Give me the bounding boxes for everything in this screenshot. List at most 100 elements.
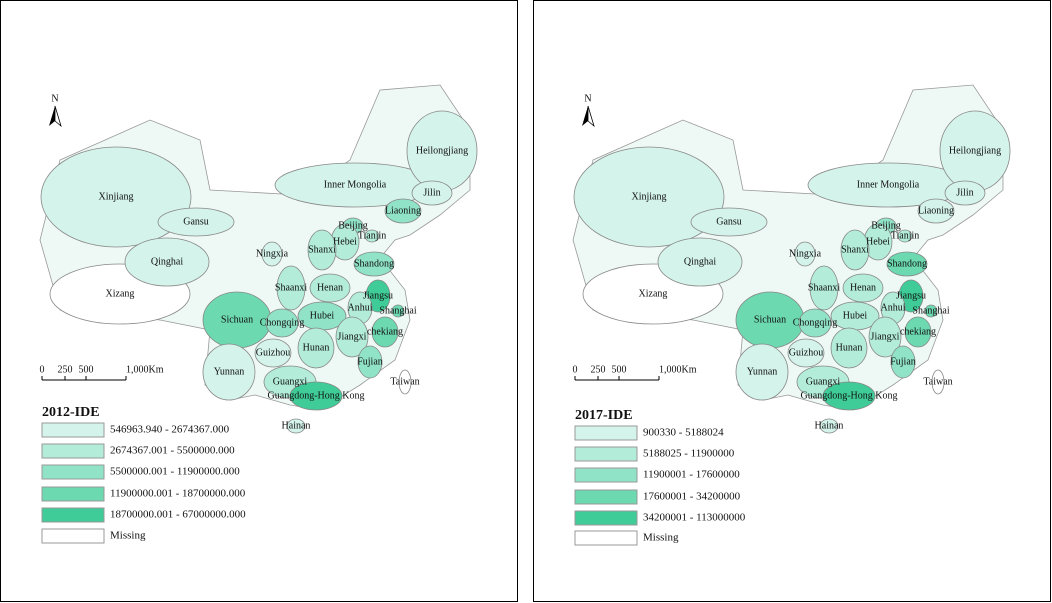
- province-label: Qinghai: [151, 256, 183, 267]
- scale-label: 500: [612, 364, 627, 375]
- legend-title: 2012-IDE: [42, 405, 100, 420]
- province: [840, 229, 870, 271]
- province-label: Qinghai: [684, 256, 716, 267]
- scale-label: 0: [573, 364, 578, 375]
- legend-swatch: [574, 489, 638, 505]
- province-label: chekiang: [900, 326, 936, 337]
- scale-label: 1,000Km: [126, 364, 164, 375]
- province: [254, 338, 292, 368]
- province: [931, 369, 945, 395]
- province-label: Hebei: [333, 236, 357, 247]
- panel-frame: [0, 0, 518, 602]
- legend-swatch: [41, 464, 105, 480]
- province-label: Guangdong-Hong Kong: [268, 390, 365, 401]
- province-label: Guangdong-Hong Kong: [801, 390, 898, 401]
- province-label: Inner Mongolia: [324, 179, 387, 190]
- province: [391, 304, 405, 318]
- legend-swatch: [574, 446, 638, 462]
- province: [261, 241, 283, 267]
- scale-label: 250: [58, 364, 73, 375]
- legend-swatch: [41, 486, 105, 502]
- province: [265, 308, 299, 338]
- province: [289, 381, 343, 411]
- province-label: Jiangsu: [363, 290, 393, 301]
- province: [357, 345, 383, 379]
- province-label: Jiangsu: [896, 290, 926, 301]
- province: [371, 316, 399, 348]
- province-label: Anhui: [881, 302, 906, 313]
- legend-swatch: [41, 422, 105, 438]
- province: [842, 273, 884, 303]
- province: [886, 251, 928, 277]
- province-label: Xizang: [106, 288, 135, 299]
- province: [890, 345, 916, 379]
- province: [286, 418, 306, 434]
- province-label: Jiangxi: [338, 331, 367, 342]
- province: [307, 229, 337, 271]
- province: [819, 418, 839, 434]
- province-label: Beijing: [871, 220, 900, 231]
- legend-label: 11900000.001 - 18700000.000: [110, 488, 246, 500]
- legend-label: 34200001 - 113000000: [643, 512, 746, 524]
- north-arrow: [582, 106, 588, 126]
- legend-label: 18700000.001 - 67000000.000: [110, 509, 246, 521]
- legend-swatch: [41, 443, 105, 459]
- province-label: Ningxia: [789, 248, 822, 259]
- scale-label: 500: [79, 364, 94, 375]
- province: [202, 343, 256, 401]
- legend-label: 5500000.001 - 11900000.000: [110, 466, 240, 478]
- province-label: Tianjin: [891, 230, 920, 241]
- legend-swatch: [574, 510, 638, 526]
- province-label: Gansu: [183, 216, 209, 227]
- province: [398, 369, 412, 395]
- province: [868, 316, 902, 358]
- legend-title: 2017-IDE: [575, 408, 633, 423]
- province-label: Heilongjiang: [949, 145, 1001, 156]
- province-label: Hunan: [836, 342, 863, 353]
- province-label: Guangxi: [806, 376, 841, 387]
- legend-label: 11900001 - 17600000: [643, 469, 740, 481]
- legend-label: 5188025 - 11900000: [643, 448, 735, 460]
- province-label: chekiang: [367, 326, 403, 337]
- province-label: Guizhou: [789, 347, 823, 358]
- province: [924, 304, 938, 318]
- province-label: Fujian: [357, 356, 383, 367]
- province-label: Chongqing: [793, 317, 837, 328]
- legend-label: 2674367.001 - 5500000.000: [110, 445, 235, 457]
- legend-swatch: [574, 425, 638, 441]
- province-label: Jilin: [956, 187, 973, 198]
- province: [787, 338, 825, 368]
- province-label: Taiwan: [390, 376, 419, 387]
- scale-label: 0: [40, 364, 45, 375]
- province-label: Henan: [850, 282, 876, 293]
- province-label: Guizhou: [256, 347, 290, 358]
- province-label: Jilin: [423, 187, 440, 198]
- legend-swatch: [41, 507, 105, 523]
- province-label: Shandong: [354, 258, 394, 269]
- province: [124, 237, 210, 287]
- province-label: Shandong: [887, 258, 927, 269]
- province: [411, 180, 453, 206]
- province-label: Hubei: [310, 310, 335, 321]
- province: [384, 198, 422, 224]
- map-panel: Xinjiang Xizang Qinghai Gansu Inner Mongolia…: [573, 84, 1011, 546]
- province-label: Shanghai: [912, 305, 949, 316]
- province: [157, 207, 235, 237]
- province-label: Shaanxi: [808, 282, 840, 293]
- province: [690, 207, 768, 237]
- province-label: Shanxi: [308, 244, 336, 255]
- province-label: Ningxia: [256, 248, 289, 259]
- province-label: Hainan: [282, 420, 311, 431]
- panel-frame: [533, 0, 1051, 602]
- province: [794, 241, 816, 267]
- province-label: Inner Mongolia: [857, 179, 920, 190]
- province-label: Shanghai: [379, 305, 416, 316]
- province: [297, 327, 335, 369]
- legend-swatch: [574, 467, 638, 483]
- province: [309, 273, 351, 303]
- north-arrow: [49, 106, 55, 126]
- province: [335, 316, 369, 358]
- province: [809, 265, 839, 311]
- province-label: Hebei: [866, 236, 890, 247]
